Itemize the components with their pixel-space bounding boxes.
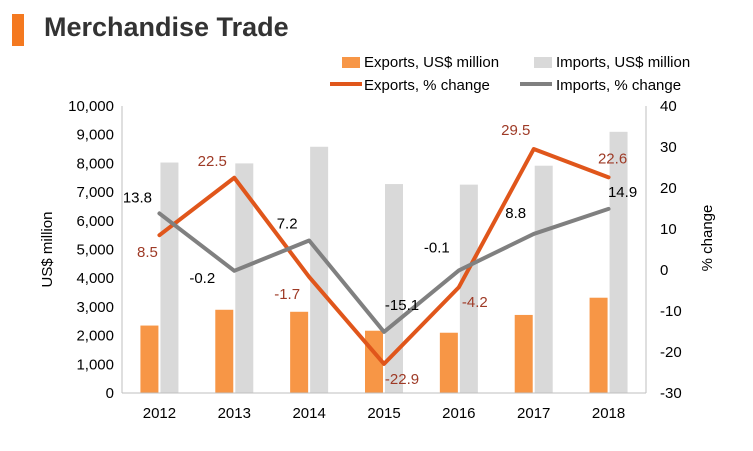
legend-label-exports-line: Exports, % change (364, 77, 490, 94)
exports-change-data-label: 22.6 (598, 150, 627, 167)
right-tick-label: 0 (660, 262, 668, 279)
left-tick-label: 7,000 (76, 184, 114, 201)
chart-title: Merchandise Trade (44, 12, 289, 42)
imports-bar (310, 146, 329, 393)
right-tick-label: 40 (660, 98, 677, 115)
right-tick-label: 10 (660, 221, 677, 238)
right-tick-label: 30 (660, 139, 677, 156)
imports-bar (534, 165, 553, 393)
x-tick-label: 2018 (592, 405, 625, 422)
left-tick-label: 8,000 (76, 155, 114, 172)
right-tick-label: -10 (660, 303, 682, 320)
title-accent-bar (12, 14, 24, 46)
imports-bar (459, 184, 478, 393)
imports-bar (160, 162, 179, 393)
x-tick-label: 2015 (367, 405, 400, 422)
left-tick-label: 4,000 (76, 270, 114, 287)
left-axis-title: US$ million (39, 212, 56, 288)
imports-change-data-label: 8.8 (505, 205, 526, 222)
left-tick-label: 6,000 (76, 213, 114, 230)
imports-bar (385, 184, 403, 393)
legend-label-imports-line: Imports, % change (556, 77, 681, 94)
x-tick-label: 2013 (218, 405, 251, 422)
left-tick-label: 1,000 (76, 356, 114, 373)
x-tick-label: 2016 (442, 405, 475, 422)
right-tick-label: -30 (660, 385, 682, 402)
legend-swatch-imports-bar (534, 57, 552, 68)
left-tick-label: 9,000 (76, 127, 114, 144)
right-tick-label: 20 (660, 180, 677, 197)
exports-bar (140, 325, 159, 393)
exports-change-data-label: -22.9 (385, 371, 419, 388)
exports-change-data-label: 22.5 (198, 153, 227, 170)
imports-bar (609, 131, 628, 393)
x-tick-label: 2012 (143, 405, 176, 422)
exports-change-data-label: 29.5 (501, 122, 530, 139)
imports-change-data-label: 7.2 (277, 215, 298, 232)
exports-bar (514, 314, 533, 393)
imports-bar (235, 163, 254, 393)
legend-swatch-exports-bar (342, 57, 360, 68)
legend-label-exports-bar: Exports, US$ million (364, 54, 499, 71)
exports-change-data-label: -4.2 (462, 294, 488, 311)
right-tick-label: -20 (660, 344, 682, 361)
exports-change-line (157, 147, 611, 366)
imports-change-data-label: -15.1 (385, 297, 419, 314)
exports-change-data-label: 8.5 (137, 244, 158, 261)
x-tick-label: 2017 (517, 405, 550, 422)
exports-bar (215, 309, 234, 393)
imports-change-data-label: 14.9 (608, 184, 637, 201)
left-tick-label: 0 (106, 385, 114, 402)
imports-change-line (157, 206, 611, 334)
left-tick-label: 3,000 (76, 299, 114, 316)
imports-change-data-label: -0.1 (424, 239, 450, 256)
exports-bar (439, 332, 458, 393)
legend-label-imports-bar: Imports, US$ million (556, 54, 690, 71)
exports-bar (290, 311, 309, 393)
left-tick-label: 2,000 (76, 328, 114, 345)
imports-change-data-label: -0.2 (189, 270, 215, 287)
imports-change-data-label: 13.8 (123, 189, 152, 206)
left-tick-label: 10,000 (68, 98, 114, 115)
exports-bar (589, 297, 608, 393)
left-tick-label: 5,000 (76, 242, 114, 259)
x-tick-label: 2014 (292, 405, 325, 422)
right-axis-title: % change (699, 205, 716, 272)
exports-change-data-label: -1.7 (274, 286, 300, 303)
